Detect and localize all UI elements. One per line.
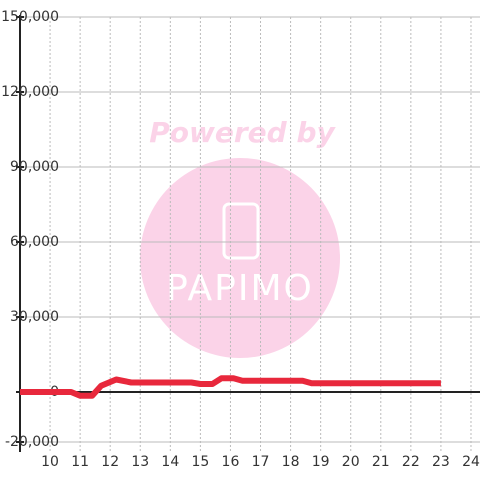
watermark-logo: PAPIMO <box>166 268 314 309</box>
x-tick-label: 13 <box>131 454 149 470</box>
x-tick-label: 23 <box>432 454 450 470</box>
watermark-phone <box>222 202 260 260</box>
x-tick-label: 16 <box>222 454 240 470</box>
x-tick-label: 10 <box>41 454 59 470</box>
x-tick-label: 11 <box>71 454 89 470</box>
y-tick-label: 60,000 <box>10 234 59 250</box>
y-tick-label: 90,000 <box>10 159 59 175</box>
x-tick-label: 19 <box>312 454 330 470</box>
x-tick-label: 20 <box>342 454 360 470</box>
x-tick-label: 18 <box>282 454 300 470</box>
watermark-caption: Powered by <box>149 116 336 149</box>
watermark: Powered by PAPIMO <box>140 116 340 358</box>
x-tick-label: 21 <box>372 454 390 470</box>
x-tick-label: 14 <box>161 454 179 470</box>
y-tick-label: -20,000 <box>5 434 59 450</box>
y-tick-label: 120,000 <box>1 84 59 100</box>
y-tick-label: 30,000 <box>10 309 59 325</box>
x-tick-label: 22 <box>402 454 420 470</box>
x-tick-label: 17 <box>252 454 270 470</box>
x-tick-label: 15 <box>191 454 209 470</box>
data-line <box>20 375 441 399</box>
x-tick-label: 24 <box>462 454 480 470</box>
x-tick-label: 12 <box>101 454 119 470</box>
y-tick-label: 150,000 <box>1 9 59 25</box>
